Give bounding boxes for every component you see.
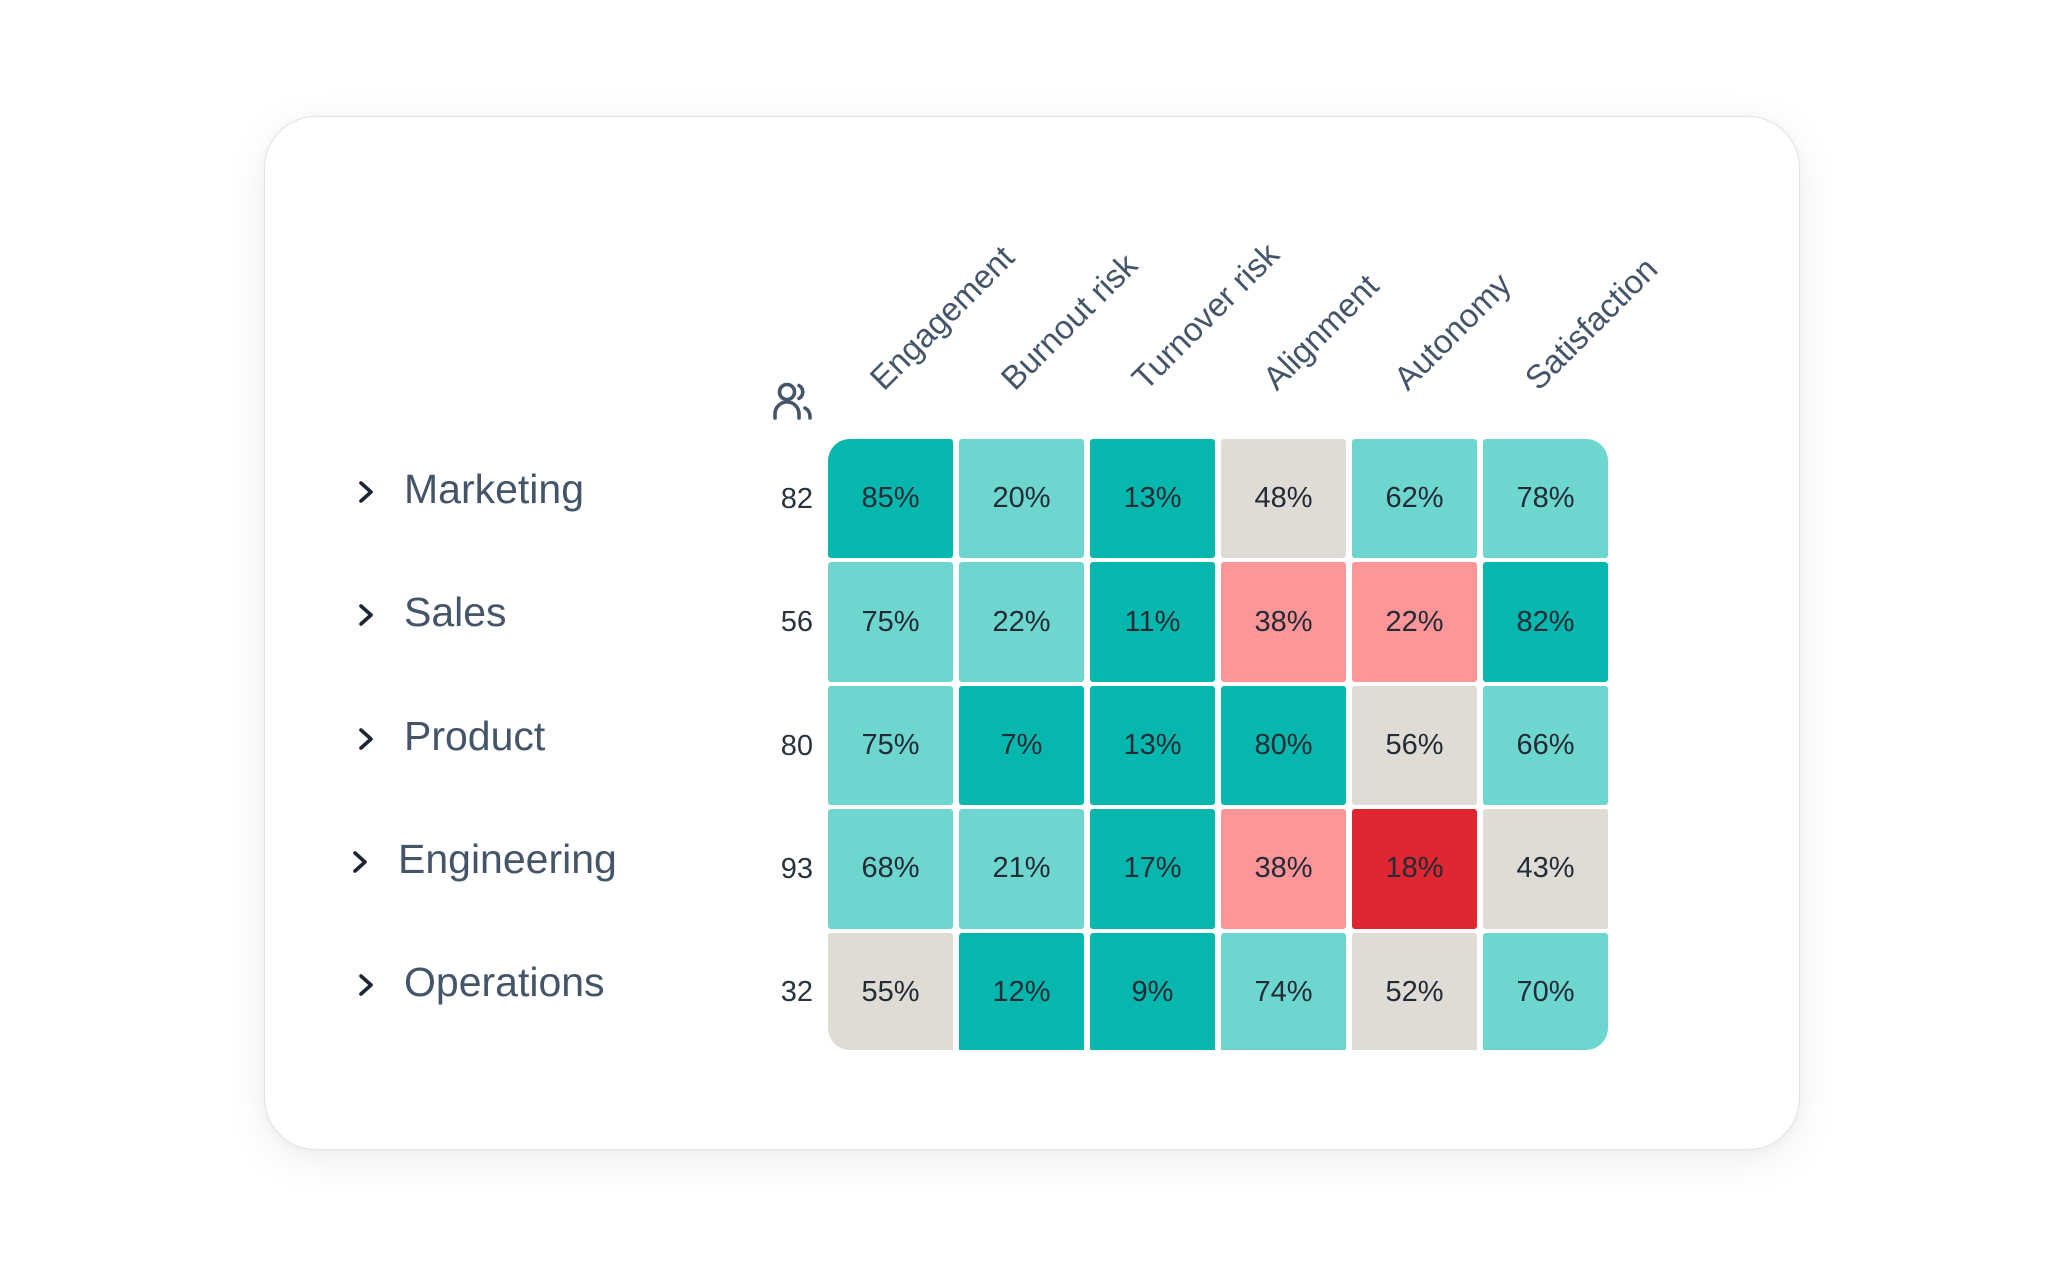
- heatmap-cell[interactable]: 80%: [1221, 685, 1346, 806]
- heatmap-cell[interactable]: 70%: [1483, 932, 1608, 1050]
- heatmap-cell[interactable]: 48%: [1221, 439, 1346, 559]
- heatmap-cell[interactable]: 62%: [1352, 439, 1477, 559]
- heatmap-cell[interactable]: 66%: [1483, 685, 1608, 806]
- headcount-value: 32: [780, 976, 813, 1009]
- chevron-right-icon[interactable]: [357, 726, 375, 752]
- heatmap-cell[interactable]: 21%: [959, 809, 1084, 929]
- heatmap-cell[interactable]: 52%: [1352, 932, 1477, 1050]
- heatmap-cell[interactable]: 82%: [1483, 562, 1608, 682]
- chevron-right-icon[interactable]: [351, 849, 369, 875]
- chevron-right-icon[interactable]: [357, 479, 375, 505]
- heatmap-cell[interactable]: 55%: [828, 932, 953, 1050]
- heatmap-cell[interactable]: 68%: [828, 809, 953, 929]
- heatmap-cell[interactable]: 85%: [828, 439, 953, 559]
- heatmap-cell[interactable]: 9%: [1090, 932, 1215, 1050]
- headcount-value: 80: [780, 729, 813, 762]
- heatmap-cell[interactable]: 22%: [959, 562, 1084, 682]
- heatmap-cell[interactable]: 22%: [1352, 562, 1477, 682]
- row-label[interactable]: Engineering: [398, 835, 617, 882]
- heatmap-cell[interactable]: 7%: [959, 685, 1084, 806]
- heatmap-cell[interactable]: 78%: [1483, 439, 1608, 559]
- row-label[interactable]: Sales: [404, 589, 507, 636]
- headcount-value: 56: [780, 606, 813, 639]
- heatmap-cell[interactable]: 74%: [1221, 932, 1346, 1050]
- chevron-right-icon[interactable]: [357, 972, 375, 998]
- heatmap-grid: 85% 20% 13% 48% 62% 78% 75% 22% 11% 38% 22% 82% 75% 7…: [828, 439, 1608, 1050]
- heatmap-cell[interactable]: 75%: [828, 685, 953, 806]
- heatmap-cell[interactable]: 11%: [1090, 562, 1215, 682]
- heatmap-cell[interactable]: 13%: [1090, 439, 1215, 559]
- heatmap-cell[interactable]: 13%: [1090, 685, 1215, 806]
- chevron-right-icon[interactable]: [357, 602, 375, 628]
- heatmap-cell[interactable]: 17%: [1090, 809, 1215, 929]
- row-label[interactable]: Operations: [404, 959, 605, 1006]
- headcount-value: 93: [780, 852, 813, 885]
- headcount-value: 82: [780, 482, 813, 515]
- heatmap-cell[interactable]: 18%: [1352, 809, 1477, 929]
- row-label[interactable]: Product: [404, 712, 546, 759]
- people-icon: [773, 382, 812, 420]
- heatmap-cell[interactable]: 38%: [1221, 562, 1346, 682]
- row-label[interactable]: Marketing: [404, 465, 585, 512]
- heatmap-cell[interactable]: 75%: [828, 562, 953, 682]
- heatmap-cell[interactable]: 20%: [959, 439, 1084, 559]
- heatmap-cell[interactable]: 38%: [1221, 809, 1346, 929]
- heatmap-cell[interactable]: 12%: [959, 932, 1084, 1050]
- heatmap-cell[interactable]: 43%: [1483, 809, 1608, 929]
- heatmap-cell[interactable]: 56%: [1352, 685, 1477, 806]
